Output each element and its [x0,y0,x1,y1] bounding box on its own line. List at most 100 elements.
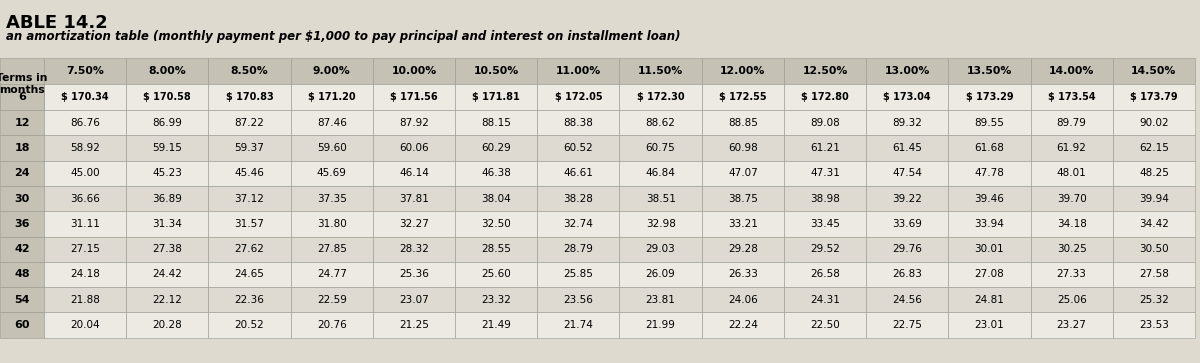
Text: $ 172.05: $ 172.05 [554,92,602,102]
Text: 45.00: 45.00 [71,168,100,178]
Bar [455,84,538,110]
Bar [44,313,126,338]
Text: 21.88: 21.88 [70,295,100,305]
Bar [1112,262,1195,287]
Text: 46.14: 46.14 [400,168,428,178]
Text: 23.56: 23.56 [564,295,593,305]
Bar [1031,58,1112,84]
Bar [538,135,619,160]
Bar [44,186,126,211]
Text: 31.11: 31.11 [70,219,100,229]
Text: 59.60: 59.60 [317,143,347,153]
Text: 45.23: 45.23 [152,168,182,178]
Bar [784,160,866,186]
Bar [0,84,44,110]
Bar [784,135,866,160]
Text: $ 173.29: $ 173.29 [966,92,1013,102]
Bar [538,313,619,338]
Text: 89.08: 89.08 [810,118,840,128]
Text: 22.36: 22.36 [234,295,264,305]
Text: 38.28: 38.28 [564,193,593,204]
Text: 18: 18 [14,143,30,153]
Bar [948,160,1031,186]
Text: $ 170.34: $ 170.34 [61,92,109,102]
Text: 39.22: 39.22 [893,193,922,204]
Bar [455,211,538,237]
Text: 14.00%: 14.00% [1049,66,1094,76]
Bar [126,84,209,110]
Bar [455,262,538,287]
Text: $ 171.81: $ 171.81 [473,92,520,102]
Text: 60.06: 60.06 [400,143,428,153]
Bar [0,160,44,186]
Bar [702,211,784,237]
Bar [455,58,538,84]
Bar [126,237,209,262]
Bar [1031,237,1112,262]
Text: 30.25: 30.25 [1057,244,1086,254]
Bar [538,58,619,84]
Text: 46.61: 46.61 [564,168,593,178]
Bar [455,313,538,338]
Text: 29.52: 29.52 [810,244,840,254]
Text: 32.27: 32.27 [400,219,428,229]
Bar [290,211,373,237]
Text: $ 170.83: $ 170.83 [226,92,274,102]
Bar [1031,313,1112,338]
Bar [455,135,538,160]
Bar [209,186,290,211]
Bar [209,110,290,135]
Text: 61.45: 61.45 [893,143,922,153]
Text: 61.92: 61.92 [1057,143,1087,153]
Bar [209,237,290,262]
Bar [619,237,702,262]
Bar [619,84,702,110]
Bar [373,58,455,84]
Text: 21.49: 21.49 [481,320,511,330]
Bar [1031,160,1112,186]
Bar [44,135,126,160]
Bar [44,211,126,237]
Bar [126,262,209,287]
Text: 24.18: 24.18 [70,269,100,280]
Bar [455,160,538,186]
Bar [784,211,866,237]
Bar [44,84,126,110]
Text: 23.81: 23.81 [646,295,676,305]
Bar [866,160,948,186]
Text: 8.50%: 8.50% [230,66,269,76]
Text: 26.09: 26.09 [646,269,676,280]
Bar [290,84,373,110]
Bar [866,237,948,262]
Bar [455,237,538,262]
Text: 7.50%: 7.50% [66,66,104,76]
Bar [373,160,455,186]
Bar [1031,110,1112,135]
Text: 23.27: 23.27 [1057,320,1087,330]
Text: 26.58: 26.58 [810,269,840,280]
Text: $ 173.04: $ 173.04 [883,92,931,102]
Bar [784,186,866,211]
Bar [290,313,373,338]
Bar [866,186,948,211]
Text: 86.76: 86.76 [70,118,100,128]
Text: 47.07: 47.07 [728,168,757,178]
Bar [455,110,538,135]
Text: 33.45: 33.45 [810,219,840,229]
Text: 46.38: 46.38 [481,168,511,178]
Bar [538,186,619,211]
Text: 23.32: 23.32 [481,295,511,305]
Text: 24.06: 24.06 [728,295,757,305]
Bar [290,287,373,313]
Text: 36.66: 36.66 [70,193,100,204]
Text: 21.99: 21.99 [646,320,676,330]
Bar [948,58,1031,84]
Bar [538,110,619,135]
Text: 10.50%: 10.50% [474,66,518,76]
Text: 31.57: 31.57 [234,219,264,229]
Bar [866,110,948,135]
Bar [1112,287,1195,313]
Bar [1112,84,1195,110]
Bar [1112,58,1195,84]
Text: 32.50: 32.50 [481,219,511,229]
